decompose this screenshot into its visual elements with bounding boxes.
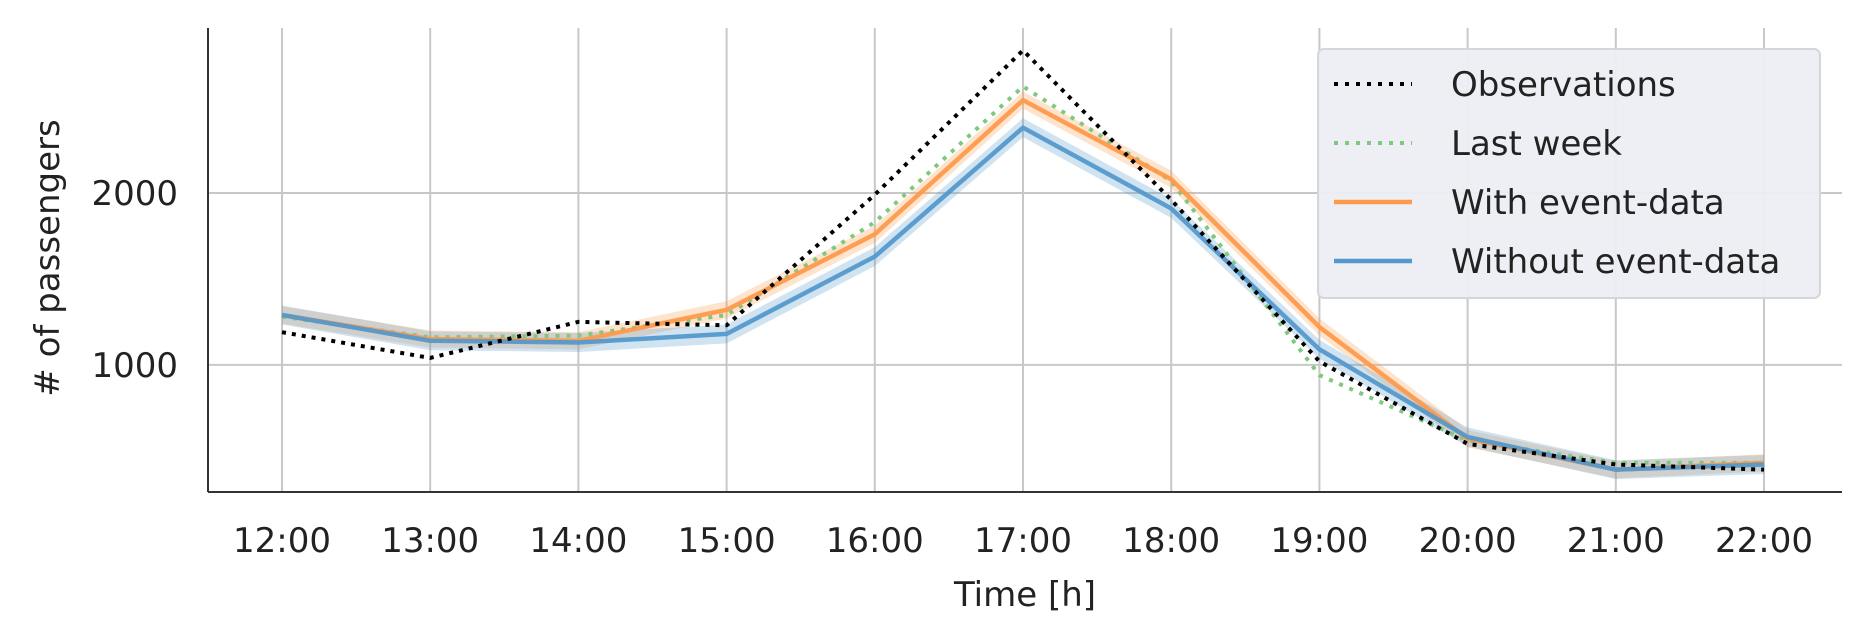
series-lines [281, 48, 1765, 472]
y-tick-label: 1000 [91, 346, 178, 386]
legend: Observations Last week With event-data With… [1317, 48, 1821, 299]
legend-label: Last week [1451, 124, 1622, 164]
legend-label: With event-data [1451, 183, 1725, 223]
y-axis-label: # of passengers [28, 119, 68, 396]
series-line-observations [281, 48, 1765, 472]
legend-label: Without event-data [1451, 242, 1780, 282]
x-tick-label: 14:00 [529, 521, 627, 561]
x-tick-label: 18:00 [1122, 521, 1220, 561]
x-tick-label: 17:00 [974, 521, 1072, 561]
y-tick-labels: 1000 2000 [91, 174, 178, 386]
x-tick-label: 19:00 [1270, 521, 1368, 561]
series-line-without-event-data [281, 125, 1765, 472]
x-tick-label: 12:00 [233, 521, 331, 561]
x-tick-label: 16:00 [826, 521, 924, 561]
y-tick-label: 2000 [91, 174, 178, 214]
x-tick-label: 13:00 [381, 521, 479, 561]
x-axis-label: Time [h] [953, 575, 1096, 615]
axes [207, 28, 1842, 493]
x-tick-label: 21:00 [1567, 521, 1665, 561]
legend-label: Observations [1451, 65, 1676, 105]
confidence-band-without-event-data [282, 118, 1764, 480]
x-tick-label: 15:00 [678, 521, 776, 561]
legend-box [1317, 48, 1821, 299]
x-tick-label: 22:00 [1715, 521, 1813, 561]
x-tick-labels: 12:00 13:00 14:00 15:00 16:00 17:00 18:00 19:00… [233, 521, 1813, 561]
x-tick-label: 20:00 [1419, 521, 1517, 561]
